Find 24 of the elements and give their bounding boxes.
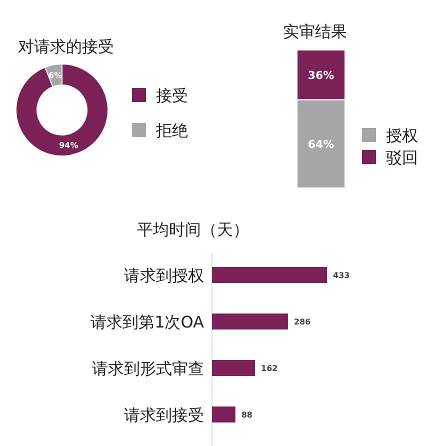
chart-title: 对请求的接受 xyxy=(18,37,114,56)
data-label: 36% xyxy=(308,68,334,82)
donut-slice xyxy=(16,64,108,156)
bar xyxy=(212,406,236,422)
data-label: 6% xyxy=(48,71,62,80)
legend-label: 驳回 xyxy=(386,148,418,167)
data-label: 94% xyxy=(59,140,78,150)
text: 授权 xyxy=(386,126,418,145)
bar xyxy=(212,360,256,376)
legend-label: 拒绝 xyxy=(155,121,188,140)
data-label: 162 xyxy=(261,364,278,373)
y-tick-label: 请求到接受 xyxy=(124,406,204,424)
data-label: 433 xyxy=(333,271,350,280)
y-tick-label: 请求到形式审查 xyxy=(92,359,204,378)
data-label: 88 xyxy=(241,410,253,420)
chart-title: 实审结果 xyxy=(283,22,347,41)
y-tick-label: 请求到授权 xyxy=(124,266,204,285)
chart-title: 平均时间（天） xyxy=(137,220,249,239)
bar xyxy=(212,267,327,283)
data-label: 286 xyxy=(294,318,312,326)
y-tick-label: 请求到第1次OA xyxy=(90,312,204,332)
bar xyxy=(212,314,288,330)
legend-label: 接受 xyxy=(156,86,188,105)
data-label: 64% xyxy=(308,138,334,151)
